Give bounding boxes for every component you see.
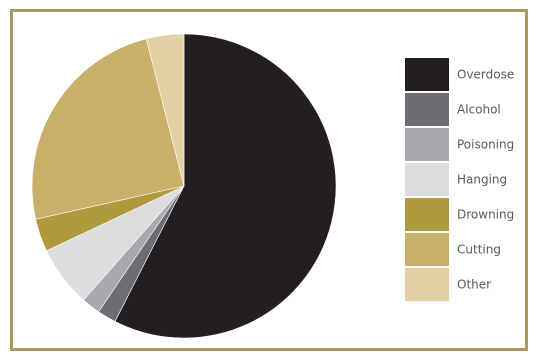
pie-slice-other — [145, 33, 185, 187]
legend-label-cutting: Cutting — [457, 243, 501, 257]
legend-swatch-cutting — [405, 233, 449, 266]
legend-label-hanging: Hanging — [457, 173, 507, 187]
legend-swatch-hanging — [405, 163, 449, 196]
legend-label-poisoning: Poisoning — [457, 138, 514, 152]
legend-label-drowning: Drowning — [457, 208, 514, 222]
legend-swatch-alcohol — [405, 93, 449, 126]
legend-label-other: Other — [457, 278, 491, 292]
pie-slice-cutting — [31, 38, 185, 220]
chart-legend: Overdose Alcohol Poisoning Hanging Drowning C… — [405, 58, 514, 301]
legend-swatch-drowning — [405, 198, 449, 231]
legend-label-alcohol: Alcohol — [457, 103, 501, 117]
pie-slices — [31, 33, 337, 339]
legend-label-overdose: Overdose — [457, 68, 514, 82]
legend-swatch-poisoning — [405, 128, 449, 161]
legend-swatch-overdose — [405, 58, 449, 91]
legend-swatch-other — [405, 268, 449, 301]
pie-slice-overdose — [114, 33, 337, 339]
